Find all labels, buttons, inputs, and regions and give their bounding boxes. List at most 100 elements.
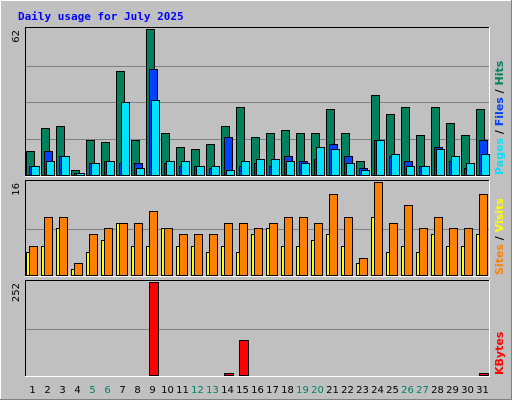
sites-bar-day-9 <box>149 211 158 276</box>
sites-bar-day-31 <box>479 194 488 276</box>
pages-bar-day-16 <box>256 159 265 176</box>
x-tick-label-12: 12 <box>191 385 204 396</box>
sites-bar-day-24 <box>374 182 383 276</box>
sites-bar-day-25 <box>389 223 398 276</box>
sites-bar-day-20 <box>314 223 323 276</box>
pages-bar-day-3 <box>61 156 70 176</box>
legend-visits: Visits <box>493 198 506 233</box>
pages-bar-day-17 <box>271 159 280 176</box>
x-tick-label-25: 25 <box>386 385 399 396</box>
sites-bar-day-15 <box>239 223 248 276</box>
pages-bar-day-18 <box>286 161 295 176</box>
legend-sep1: / <box>493 126 506 138</box>
panel-top-axis-label: Pages / Files / Hits <box>493 60 506 175</box>
x-tick-label-1: 1 <box>29 385 35 396</box>
pages-bar-day-8 <box>136 168 145 176</box>
sites-bar-day-17 <box>269 223 278 276</box>
x-tick-label-11: 11 <box>176 385 189 396</box>
pages-bar-day-12 <box>196 166 205 176</box>
kbytes-bar-day-31 <box>479 373 489 376</box>
panel-bottom: 252 KBytes <box>11 280 506 377</box>
pages-bar-day-10 <box>166 161 175 176</box>
pages-bar-day-23 <box>361 170 370 176</box>
sites-bar-day-27 <box>419 228 428 276</box>
pages-bar-day-30 <box>466 163 475 176</box>
sites-bar-day-6 <box>104 228 113 276</box>
sites-bar-day-30 <box>464 228 473 276</box>
sites-bar-day-1 <box>29 246 38 276</box>
sites-bar-day-14 <box>224 223 233 276</box>
x-tick-label-20: 20 <box>311 385 324 396</box>
x-tick-label-5: 5 <box>89 385 95 396</box>
files-bar-day-14 <box>224 137 233 176</box>
x-tick-label-29: 29 <box>446 385 459 396</box>
chart-panels: 62 Pages / Files / Hits 16 Sites / Visits 25… <box>11 27 506 377</box>
sites-bar-day-23 <box>359 258 368 276</box>
sites-bar-day-21 <box>329 194 338 276</box>
x-tick-label-27: 27 <box>416 385 429 396</box>
x-tick-label-26: 26 <box>401 385 414 396</box>
pages-bar-day-24 <box>376 140 385 176</box>
x-tick-label-17: 17 <box>266 385 279 396</box>
pages-bar-day-6 <box>106 161 115 176</box>
legend-hits: Hits <box>493 60 506 85</box>
panel-bottom-ymax-label: 252 <box>11 283 22 302</box>
x-tick-label-7: 7 <box>119 385 125 396</box>
x-tick-label-9: 9 <box>149 385 155 396</box>
panel-bottom-axis-label: KBytes <box>493 331 506 375</box>
sites-bar-day-16 <box>254 228 263 276</box>
kbytes-bar-day-9 <box>149 282 159 376</box>
pages-bar-day-27 <box>421 166 430 176</box>
sites-bar-day-11 <box>179 234 188 276</box>
sites-bar-day-7 <box>119 223 128 276</box>
sites-bar-day-19 <box>299 217 308 276</box>
pages-bar-day-25 <box>391 154 400 176</box>
x-tick-label-15: 15 <box>236 385 249 396</box>
legend-sep: / <box>493 232 506 244</box>
x-tick-label-16: 16 <box>251 385 264 396</box>
pages-bar-day-29 <box>451 156 460 176</box>
pages-bar-day-7 <box>121 102 130 176</box>
panel-top-bars <box>26 29 490 176</box>
legend-sites: Sites <box>493 244 506 275</box>
x-tick-label-2: 2 <box>44 385 50 396</box>
x-tick-label-18: 18 <box>281 385 294 396</box>
sites-bar-day-28 <box>434 217 443 276</box>
panel-top-ymax-label: 62 <box>11 30 22 43</box>
x-tick-label-3: 3 <box>59 385 65 396</box>
sites-bar-day-22 <box>344 217 353 276</box>
sites-bar-day-2 <box>44 217 53 276</box>
sites-bar-day-5 <box>89 234 98 276</box>
chart-title: Daily usage for July 2025 <box>18 10 184 23</box>
sites-bar-day-26 <box>404 205 413 276</box>
pages-bar-day-2 <box>46 161 55 176</box>
kbytes-bar-day-15 <box>239 340 249 376</box>
pages-bar-day-4 <box>76 173 85 176</box>
pages-bar-day-22 <box>346 163 355 176</box>
pages-bar-day-11 <box>181 161 190 176</box>
pages-bar-day-26 <box>406 166 415 176</box>
x-tick-label-14: 14 <box>221 385 234 396</box>
sites-bar-day-4 <box>74 263 83 276</box>
panel-middle-bars <box>26 182 488 276</box>
pages-bar-day-28 <box>436 149 445 176</box>
sites-bar-day-18 <box>284 217 293 276</box>
x-tick-label-4: 4 <box>74 385 80 396</box>
x-tick-label-8: 8 <box>134 385 140 396</box>
x-tick-label-6: 6 <box>104 385 110 396</box>
x-tick-label-19: 19 <box>296 385 309 396</box>
panel-bottom-area <box>25 280 490 377</box>
x-tick-label-10: 10 <box>161 385 174 396</box>
x-tick-label-23: 23 <box>356 385 369 396</box>
x-tick-label-22: 22 <box>341 385 354 396</box>
pages-bar-day-20 <box>316 147 325 176</box>
kbytes-bar-day-14 <box>224 373 234 376</box>
pages-bar-day-1 <box>31 166 40 176</box>
legend-files: Files <box>493 97 506 127</box>
legend-sep2: / <box>493 85 506 97</box>
sites-bar-day-12 <box>194 234 203 276</box>
x-tick-label-28: 28 <box>431 385 444 396</box>
panel-top: 62 Pages / Files / Hits <box>11 27 506 177</box>
sites-bar-day-8 <box>134 223 143 276</box>
